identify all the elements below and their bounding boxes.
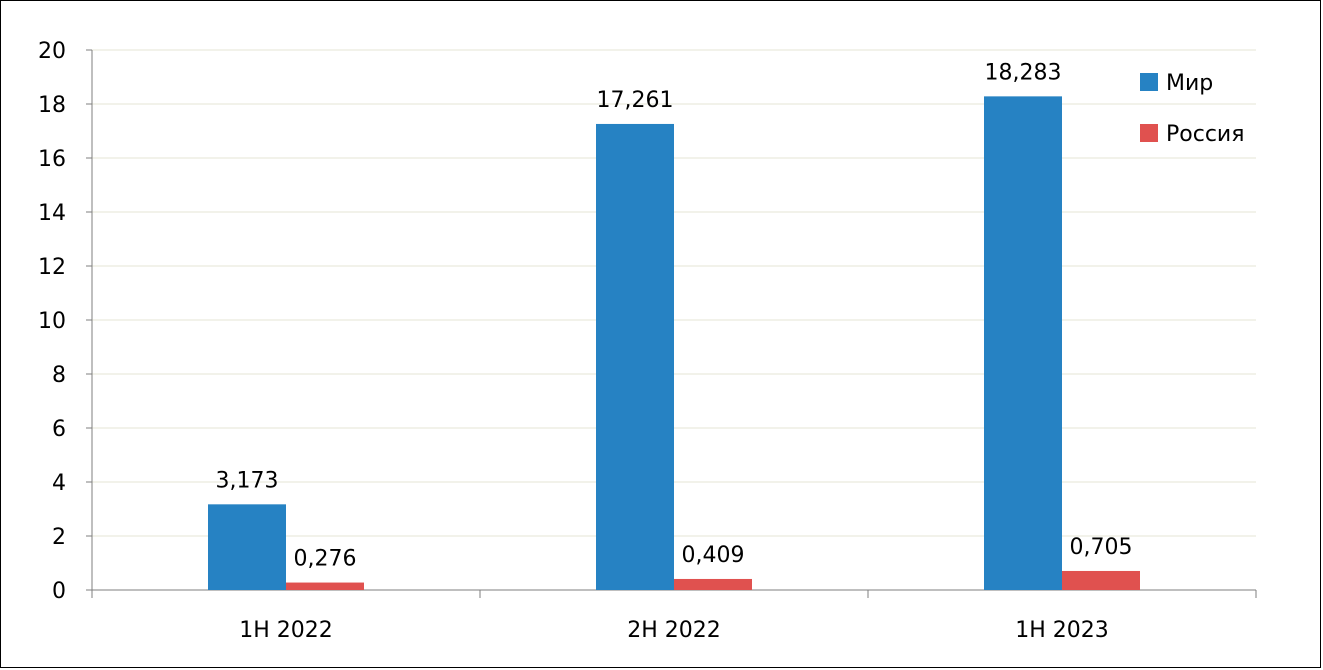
axes: 0 2 4 6 8 10 12 14 16 18 20 1H 2022 2H 2022 1H 2023 — [38, 39, 1257, 643]
legend-swatch — [1140, 73, 1158, 91]
y-tick-label: 4 — [52, 471, 66, 496]
legend-label: Мир — [1166, 71, 1213, 96]
y-tick-label: 20 — [38, 39, 66, 64]
y-tick-label: 18 — [38, 93, 66, 118]
x-tick-label: 1H 2022 — [239, 618, 333, 643]
y-tick-label: 12 — [38, 255, 66, 280]
x-tick-label: 2H 2022 — [627, 618, 721, 643]
bar — [1062, 570, 1140, 590]
bar — [208, 504, 286, 590]
data-labels: 3,173 0,276 17,261 0,409 18,283 0,705 — [216, 60, 1133, 571]
x-tick-label: 1H 2023 — [1015, 618, 1109, 643]
y-tick-label: 16 — [38, 147, 66, 172]
legend: Мир Россия — [1140, 71, 1244, 147]
y-tick-label: 2 — [52, 525, 66, 550]
data-label: 18,283 — [985, 60, 1062, 85]
data-label: 0,409 — [682, 543, 745, 568]
bars — [208, 96, 1140, 590]
bar — [596, 123, 674, 590]
bar — [286, 582, 364, 590]
data-label: 0,276 — [294, 547, 357, 572]
y-tick-label: 6 — [52, 417, 66, 442]
bar — [984, 96, 1062, 590]
legend-swatch — [1140, 124, 1158, 142]
bar — [674, 578, 752, 590]
y-tick-label: 8 — [52, 363, 66, 388]
y-tick-label: 14 — [38, 201, 66, 226]
data-label: 0,705 — [1070, 535, 1133, 560]
legend-label: Россия — [1166, 122, 1244, 147]
y-tick-label: 0 — [52, 579, 66, 604]
y-tick-label: 10 — [38, 309, 66, 334]
data-label: 3,173 — [216, 468, 279, 493]
data-label: 17,261 — [597, 88, 674, 113]
